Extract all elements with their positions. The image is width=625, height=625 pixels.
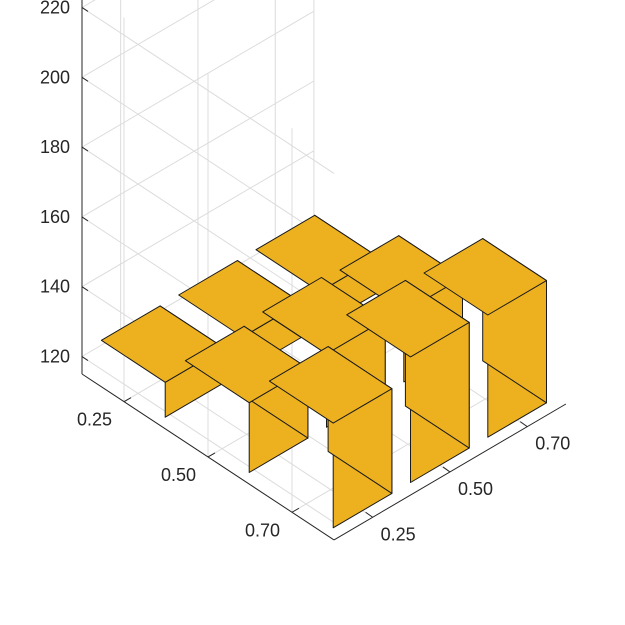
x-tick-mark — [207, 452, 216, 458]
z-tick-mark — [81, 216, 89, 222]
z-tick-label: 180 — [40, 137, 70, 157]
bar-0.70-0.50 — [346, 279, 470, 483]
bar-top-face — [268, 346, 393, 424]
bars-layer — [100, 214, 547, 529]
y-tick-label: 0.50 — [458, 479, 493, 499]
y-tick-mark — [442, 466, 451, 473]
x-tick-label: 0.50 — [161, 465, 196, 485]
bar-0.70-0.70 — [423, 238, 547, 438]
x-tick-label: 0.25 — [77, 410, 112, 430]
z-tick-label: 120 — [40, 347, 70, 367]
bar-top-face — [346, 279, 470, 358]
z-tick-label: 160 — [40, 207, 70, 227]
bar-0.70-0.25 — [268, 346, 393, 529]
z-tick-mark — [81, 286, 89, 292]
y-tick-label: 0.25 — [381, 524, 416, 544]
x-tick-mark — [123, 397, 132, 403]
tick-labels: 120 140 160 180 200 220 0.25 0.50 0.70 0.25 0.50 0.… — [40, 0, 570, 544]
z-tick-mark — [81, 356, 89, 361]
y-tick-label: 0.70 — [535, 434, 570, 454]
z-tick-mark — [81, 7, 89, 12]
axis-layer — [81, 0, 567, 541]
z-tick-label: 140 — [40, 277, 70, 297]
z-tick-mark — [81, 146, 89, 152]
bar-top-face — [423, 238, 547, 316]
x-tick-label: 0.70 — [245, 520, 280, 540]
z-tick-label: 220 — [40, 0, 70, 17]
y-tick-mark — [365, 511, 373, 518]
x-tick-mark — [291, 507, 300, 513]
y-tick-mark — [519, 421, 528, 428]
z-tick-mark — [81, 76, 89, 82]
z-tick-label: 200 — [40, 67, 70, 87]
